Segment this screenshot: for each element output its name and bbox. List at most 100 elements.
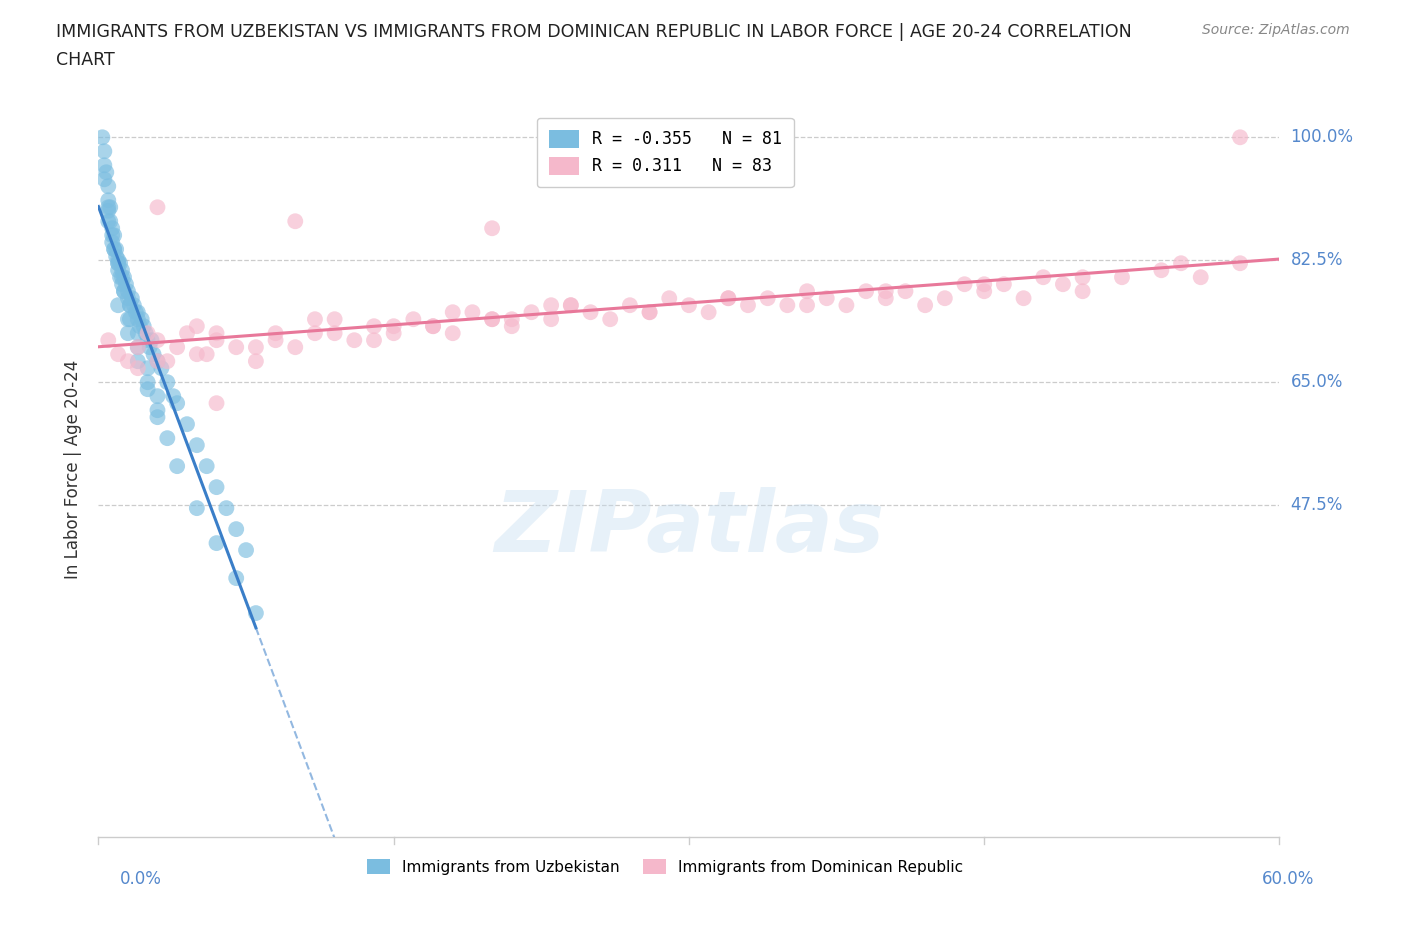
Point <box>245 605 267 620</box>
Point <box>540 298 562 312</box>
Point <box>402 312 425 326</box>
Point <box>93 172 115 187</box>
Point <box>205 480 228 495</box>
Text: 65.0%: 65.0% <box>1291 373 1343 392</box>
Point <box>127 312 149 326</box>
Point <box>103 242 125 257</box>
Point <box>973 284 995 299</box>
Point <box>875 291 897 306</box>
Point <box>135 326 157 340</box>
Point <box>98 214 121 229</box>
Point <box>127 339 149 354</box>
Point <box>176 417 198 432</box>
Point <box>225 339 247 354</box>
Point <box>117 353 139 368</box>
Point <box>422 319 444 334</box>
Point <box>323 326 346 340</box>
Point <box>96 165 118 179</box>
Point <box>304 326 326 340</box>
Point <box>146 200 169 215</box>
Point <box>579 305 602 320</box>
Point <box>93 158 115 173</box>
Point <box>186 500 208 515</box>
Point <box>127 339 149 354</box>
Point <box>796 298 818 312</box>
Text: Source: ZipAtlas.com: Source: ZipAtlas.com <box>1202 23 1350 37</box>
Point <box>127 305 149 320</box>
Point <box>422 319 444 334</box>
Point <box>678 298 700 312</box>
Point <box>101 234 124 249</box>
Text: 0.0%: 0.0% <box>120 870 162 888</box>
Point <box>225 522 247 537</box>
Point <box>108 256 131 271</box>
Point <box>132 319 155 334</box>
Point <box>1032 270 1054 285</box>
Point <box>835 298 858 312</box>
Point <box>142 347 165 362</box>
Point <box>195 458 218 473</box>
Point <box>117 326 139 340</box>
Point <box>127 353 149 368</box>
Point <box>105 242 128 257</box>
Point <box>717 291 740 306</box>
Point <box>93 144 115 159</box>
Point <box>127 361 149 376</box>
Point <box>1071 270 1094 285</box>
Point <box>91 130 114 145</box>
Point <box>195 347 218 362</box>
Point <box>97 179 120 193</box>
Point <box>136 375 159 390</box>
Point <box>461 305 484 320</box>
Point <box>1189 270 1212 285</box>
Point <box>914 298 936 312</box>
Point <box>112 270 135 285</box>
Point <box>737 298 759 312</box>
Point <box>141 333 163 348</box>
Point <box>481 312 503 326</box>
Point <box>117 284 139 299</box>
Point <box>97 193 120 207</box>
Text: ZIPatlas: ZIPatlas <box>494 487 884 570</box>
Point <box>658 291 681 306</box>
Point <box>146 410 169 425</box>
Point <box>121 291 143 306</box>
Point <box>284 339 307 354</box>
Point <box>638 305 661 320</box>
Point <box>115 277 138 292</box>
Point <box>501 312 523 326</box>
Point <box>125 305 148 320</box>
Point <box>205 326 228 340</box>
Point <box>136 381 159 396</box>
Point <box>363 333 385 348</box>
Point <box>697 305 720 320</box>
Point <box>638 305 661 320</box>
Point <box>382 319 405 334</box>
Point <box>855 284 877 299</box>
Point <box>146 353 169 368</box>
Text: 47.5%: 47.5% <box>1291 496 1343 513</box>
Point <box>264 326 287 340</box>
Point <box>215 500 238 515</box>
Point <box>382 326 405 340</box>
Point <box>166 458 188 473</box>
Point <box>323 312 346 326</box>
Text: 82.5%: 82.5% <box>1291 251 1343 269</box>
Point <box>481 220 503 235</box>
Point <box>343 333 366 348</box>
Point <box>107 347 129 362</box>
Point <box>107 263 129 278</box>
Point <box>146 333 169 348</box>
Point <box>111 270 134 285</box>
Point <box>146 353 169 368</box>
Point <box>815 291 838 306</box>
Point <box>101 220 124 235</box>
Point <box>156 353 179 368</box>
Point <box>186 438 208 453</box>
Point <box>156 375 179 390</box>
Point <box>1150 263 1173 278</box>
Point <box>108 270 131 285</box>
Point <box>235 543 257 558</box>
Point <box>1071 284 1094 299</box>
Point <box>1229 130 1251 145</box>
